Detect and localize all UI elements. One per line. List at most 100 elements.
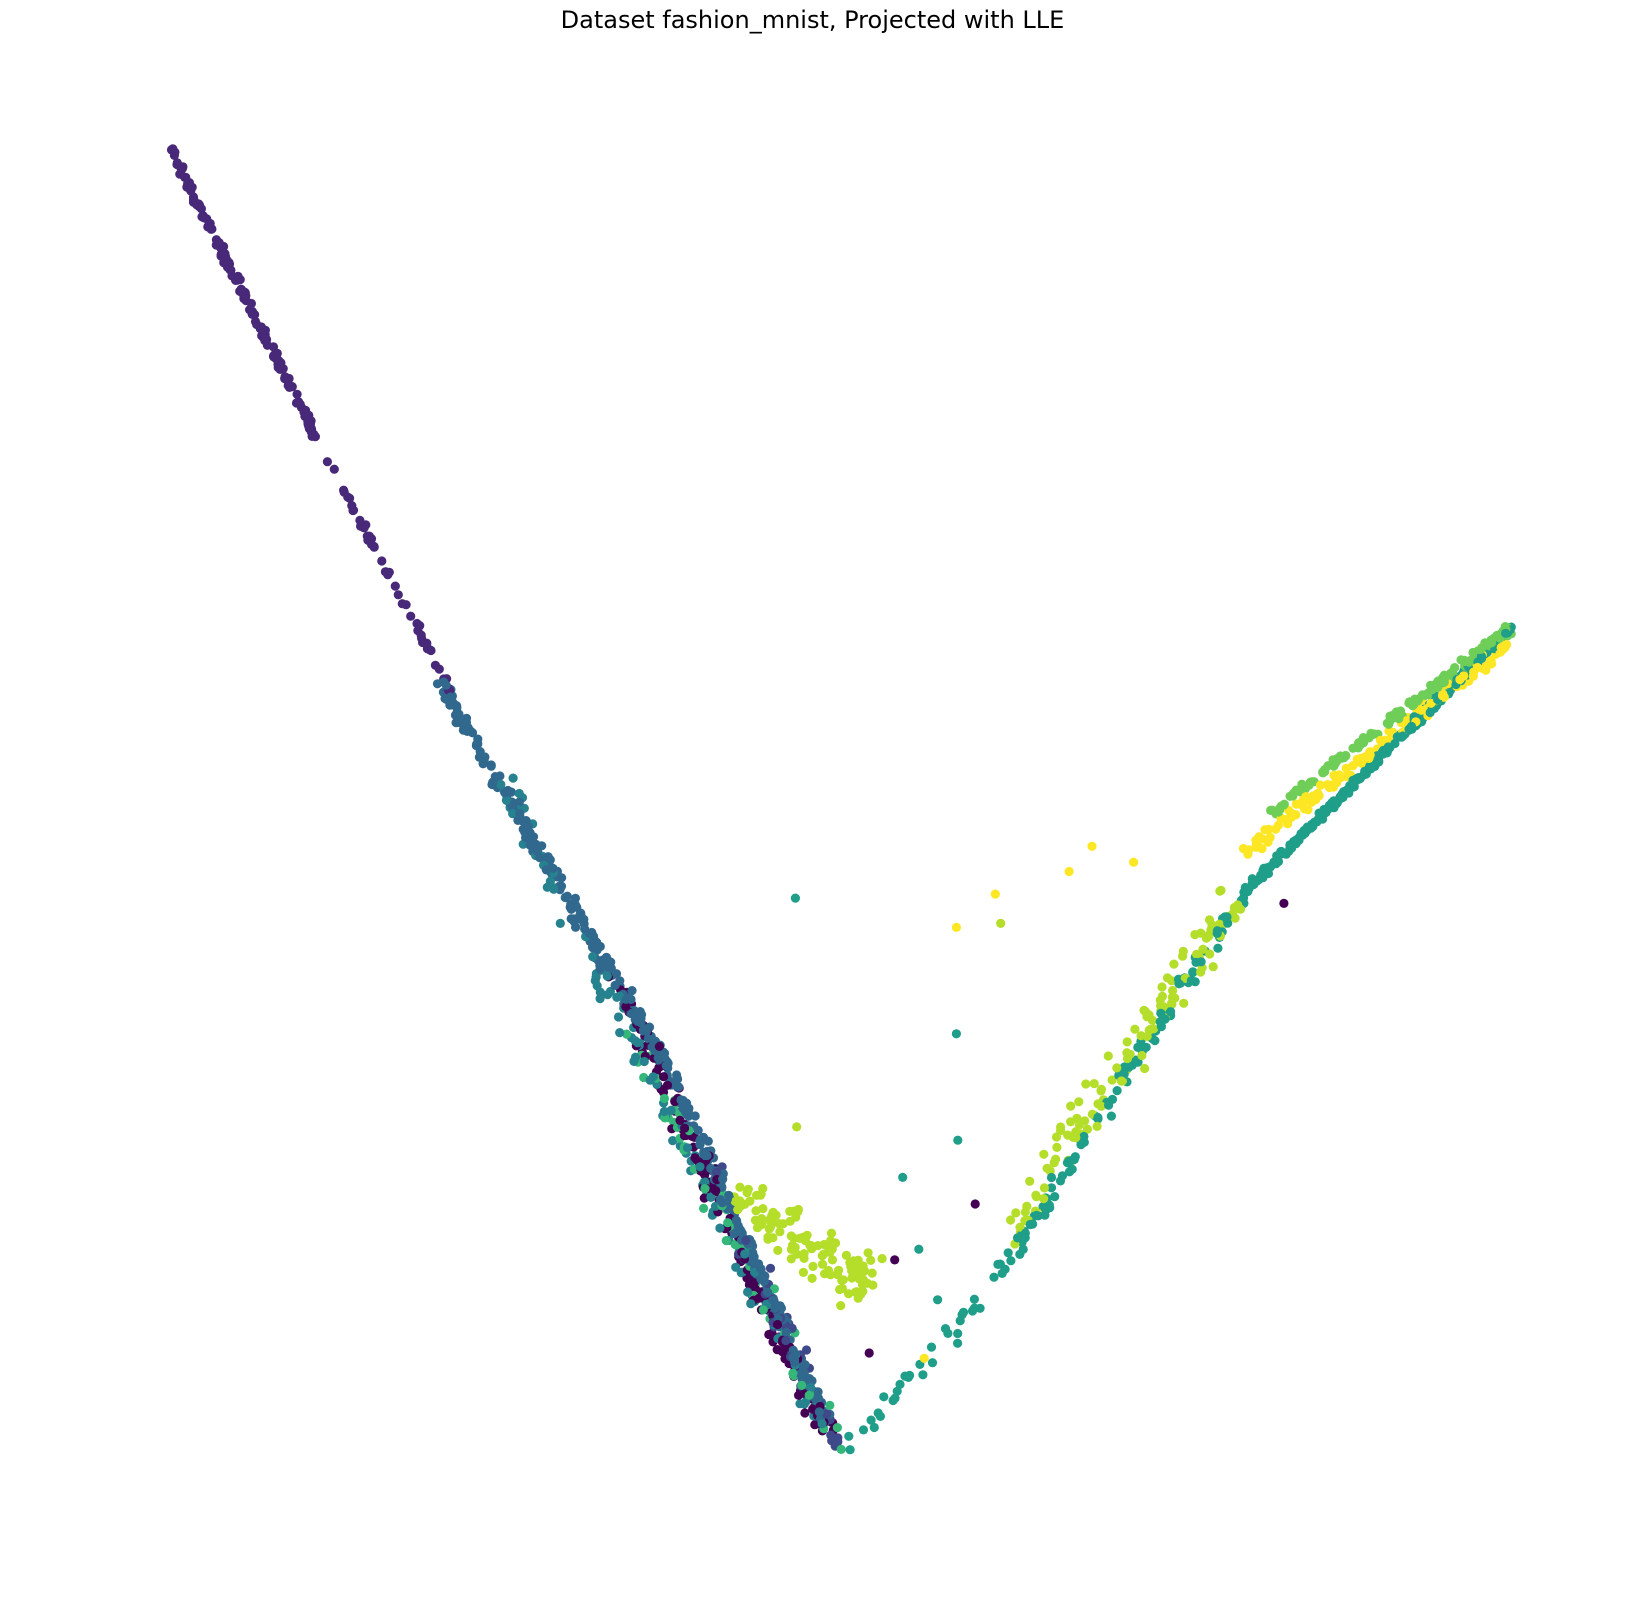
scatter-point-class-8 (1074, 1097, 1084, 1107)
scatter-point-class-5 (969, 1294, 980, 1304)
scatter-point-class-5 (1212, 926, 1222, 936)
scatter-point-class-1 (245, 305, 255, 315)
scatter-point-class-8 (807, 1244, 817, 1254)
scatter-point-class-3 (647, 1042, 657, 1052)
scatter-point-class-8 (1198, 944, 1208, 954)
scatter-point-class-8 (838, 1275, 848, 1285)
scatter-point-class-7 (1328, 755, 1338, 765)
scatter-point-class-7 (1433, 682, 1443, 693)
scatter-point-class-3 (584, 928, 595, 938)
scatter-point-class-7 (1320, 766, 1330, 777)
scatter-point-class-0 (654, 1041, 665, 1051)
scatter-point-class-2 (741, 1235, 751, 1245)
scatter-point-class-8 (1230, 913, 1240, 923)
scatter-point-class-6 (723, 1218, 733, 1228)
scatter-point-class-3 (479, 755, 489, 765)
scatter-point-class-8 (756, 1189, 766, 1199)
scatter-point-class-5 (1186, 976, 1196, 986)
scatter-point-class-4 (508, 809, 518, 819)
scatter-point-class-8 (850, 1287, 861, 1297)
scatter-point-class-0 (890, 1255, 900, 1265)
scatter-point-class-5 (969, 1303, 980, 1313)
scatter-point-class-1 (329, 464, 339, 474)
scatter-point-class-4 (666, 1105, 676, 1115)
scatter-point-class-7 (1487, 638, 1497, 648)
scatter-point-class-5 (1406, 721, 1417, 732)
scatter-point-class-8 (1072, 1113, 1082, 1123)
scatter-point-class-8 (877, 1254, 887, 1264)
scatter-point-class-4 (630, 1052, 641, 1062)
scatter-point-class-5 (1188, 968, 1198, 978)
scatter-point-class-3 (508, 798, 518, 808)
scatter-point-class-8 (758, 1204, 768, 1214)
scatter-point-class-8 (847, 1273, 857, 1283)
scatter-point-class-4 (682, 1143, 693, 1153)
scatter-point-class-8 (765, 1222, 776, 1232)
scatter-point-class-1 (284, 382, 294, 392)
scatter-point-class-8 (773, 1245, 783, 1255)
scatter-point-class-1 (273, 362, 283, 373)
scatter-point-class-5 (1032, 1210, 1042, 1220)
scatter-point-class-1 (268, 342, 279, 352)
scatter-point-class-0 (711, 1186, 721, 1196)
scatter-point-class-8 (1122, 1037, 1132, 1047)
scatter-point-class-1 (322, 457, 332, 467)
scatter-point-class-8 (808, 1261, 818, 1271)
scatter-point-class-9 (1243, 849, 1253, 859)
scatter-point-class-3 (627, 986, 637, 996)
scatter-point-class-4 (740, 1249, 750, 1259)
scatter-point-class-8 (1025, 1176, 1035, 1186)
scatter-point-class-9 (1365, 750, 1375, 760)
scatter-point-class-2 (765, 1263, 776, 1273)
scatter-point-class-8 (1082, 1124, 1092, 1134)
scatter-point-class-5 (873, 1408, 883, 1418)
scatter-point-class-6 (700, 1184, 710, 1194)
scatter-point-class-9 (1310, 792, 1320, 802)
scatter-point-class-0 (621, 1002, 631, 1012)
scatter-point-class-8 (733, 1205, 743, 1215)
scatter-point-class-5 (953, 1338, 963, 1348)
scatter-point-class-4 (746, 1299, 756, 1309)
scatter-point-class-5 (955, 1316, 965, 1326)
scatter-point-class-5 (1191, 957, 1201, 968)
scatter-point-class-3 (790, 1357, 800, 1367)
scatter-point-class-0 (662, 1080, 673, 1090)
scatter-point-class-3 (695, 1140, 705, 1150)
scatter-point-class-3 (636, 1018, 646, 1028)
scatter-point-class-8 (835, 1284, 845, 1295)
scatter-point-class-8 (1208, 962, 1218, 972)
scatter-point-class-5 (933, 1295, 943, 1305)
scatter-point-class-5 (890, 1393, 900, 1403)
scatter-point-class-0 (659, 1072, 669, 1082)
scatter-point-class-7 (1358, 738, 1369, 748)
scatter-point-class-9 (919, 1353, 929, 1363)
scatter-point-class-8 (1157, 982, 1167, 992)
scatter-point-class-5 (1079, 1131, 1089, 1142)
scatter-point-class-3 (672, 1070, 682, 1080)
scatter-point-class-9 (1482, 661, 1492, 671)
scatter-point-class-7 (1492, 630, 1502, 641)
scatter-point-class-3 (683, 1106, 693, 1117)
scatter-point-class-8 (1051, 1154, 1061, 1164)
scatter-point-class-5 (1150, 1036, 1160, 1046)
scatter-point-class-1 (177, 164, 187, 174)
scatter-point-class-8 (792, 1122, 802, 1132)
scatter-point-class-8 (866, 1255, 876, 1265)
scatter-point-class-3 (575, 910, 585, 920)
scatter-point-class-3 (500, 788, 510, 798)
scatter-point-class-9 (1295, 799, 1305, 809)
scatter-point-class-8 (735, 1182, 745, 1192)
scatter-point-class-5 (1019, 1233, 1029, 1244)
scatter-point-class-6 (721, 1236, 731, 1246)
scatter-point-class-3 (724, 1190, 734, 1200)
scatter-point-class-7 (1438, 673, 1448, 683)
scatter-point-class-8 (1066, 1101, 1076, 1111)
scatter-point-class-6 (797, 1380, 807, 1390)
scatter-point-class-3 (590, 935, 600, 945)
scatter-point-class-5 (1141, 1042, 1151, 1052)
scatter-point-class-4 (633, 1038, 643, 1048)
scatter-point-class-2 (827, 1436, 837, 1446)
scatter-point-class-4 (615, 1028, 625, 1038)
scatter-point-class-5 (953, 1135, 963, 1145)
scatter-point-class-1 (397, 599, 407, 609)
